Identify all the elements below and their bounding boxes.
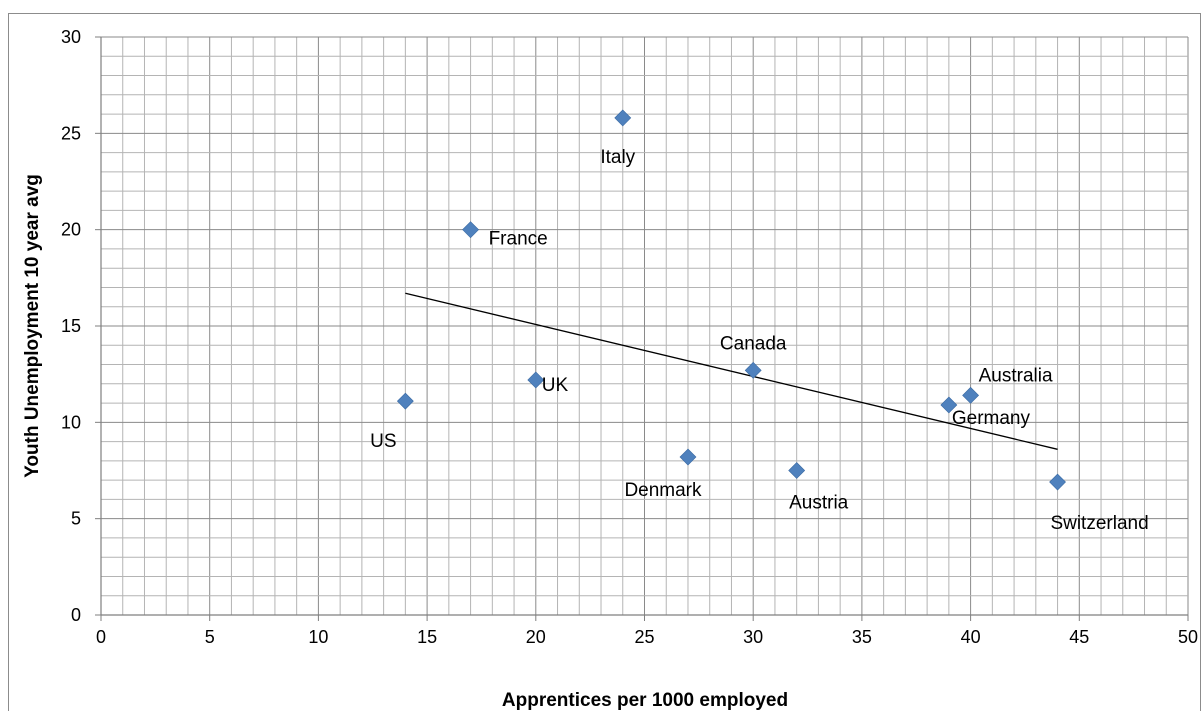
data-point [1049, 473, 1066, 491]
y-tick-label: 25 [61, 123, 81, 143]
y-tick-label: 5 [71, 509, 81, 529]
y-axis-title: Youth Unemployment 10 year avg [22, 174, 43, 478]
data-points [396, 109, 1066, 491]
x-tick-label: 30 [743, 627, 763, 647]
point-labels: US France UK Italy Denmark Canada Austria Germa… [370, 147, 1149, 534]
tick-labels: 0 5 10 15 20 25 30 35 40 45 50 0 5 10 15 20 25 30 [61, 27, 1198, 647]
x-axis-title: Apprentices per 1000 employed [502, 690, 788, 711]
point-label: Switzerland [1050, 513, 1148, 534]
point-label: Denmark [624, 480, 702, 501]
x-tick-label: 35 [852, 627, 872, 647]
axes [95, 36, 1189, 621]
trendline [405, 292, 1058, 450]
point-label: US [370, 431, 396, 452]
x-tick-label: 50 [1178, 627, 1198, 647]
data-point [527, 371, 545, 389]
point-label: France [489, 229, 548, 250]
x-tick-label: 45 [1069, 627, 1089, 647]
y-tick-label: 30 [61, 27, 81, 47]
x-tick-label: 40 [961, 627, 981, 647]
y-tick-label: 10 [61, 412, 81, 432]
y-tick-label: 0 [71, 605, 81, 625]
point-label: Australia [979, 365, 1053, 386]
y-tick-label: 15 [61, 316, 81, 336]
data-point [679, 448, 697, 466]
data-point [940, 396, 958, 414]
data-point [788, 462, 806, 479]
x-tick-label: 5 [205, 627, 215, 647]
x-tick-label: 10 [308, 627, 328, 647]
x-tick-label: 25 [634, 627, 654, 647]
point-label: Canada [720, 333, 787, 354]
data-point [462, 221, 480, 239]
point-label: Austria [789, 493, 849, 514]
x-tick-label: 0 [96, 627, 106, 647]
trendline-path [405, 292, 1058, 450]
y-tick-label: 20 [61, 220, 81, 240]
data-point [744, 361, 762, 379]
chart-frame [8, 13, 1201, 711]
x-tick-label: 15 [417, 627, 437, 647]
point-label: Italy [600, 147, 635, 168]
x-tick-label: 20 [526, 627, 546, 647]
point-label: UK [542, 375, 569, 396]
point-label: Germany [952, 408, 1031, 429]
data-point [396, 392, 414, 410]
data-point [962, 386, 980, 404]
data-point [614, 109, 632, 127]
grid-lines [100, 36, 1189, 616]
